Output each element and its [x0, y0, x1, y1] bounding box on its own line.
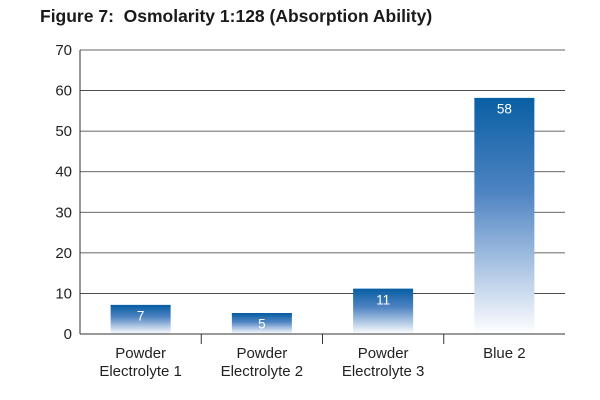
- x-tick-label: Powder: [236, 345, 287, 362]
- data-label: 5: [258, 317, 266, 332]
- y-tick-label: 70: [55, 42, 72, 59]
- y-tick-label: 10: [55, 285, 72, 302]
- y-tick-label: 50: [55, 123, 72, 140]
- y-tick-label: 40: [55, 164, 72, 181]
- y-tick-label: 30: [55, 204, 72, 221]
- bar: [353, 289, 414, 334]
- x-tick-label: Blue 2: [483, 345, 526, 362]
- chart-title: Figure 7: Osmolarity 1:128 (Absorption A…: [40, 6, 433, 26]
- data-label: 7: [137, 309, 145, 324]
- y-tick-label: 20: [55, 245, 72, 262]
- x-tick-label: Powder: [358, 345, 409, 362]
- x-tick-label: Electrolyte 3: [342, 363, 425, 380]
- bar: [110, 305, 171, 334]
- x-tick-label: Electrolyte 2: [221, 363, 304, 380]
- y-tick-label: 0: [64, 326, 72, 343]
- data-label: 11: [376, 292, 390, 307]
- bar: [474, 98, 535, 334]
- bar: [231, 313, 292, 334]
- x-tick-label: Powder: [115, 345, 166, 362]
- y-tick-label: 60: [55, 83, 72, 100]
- data-label: 58: [497, 102, 512, 117]
- x-tick-label: Electrolyte 1: [99, 363, 182, 380]
